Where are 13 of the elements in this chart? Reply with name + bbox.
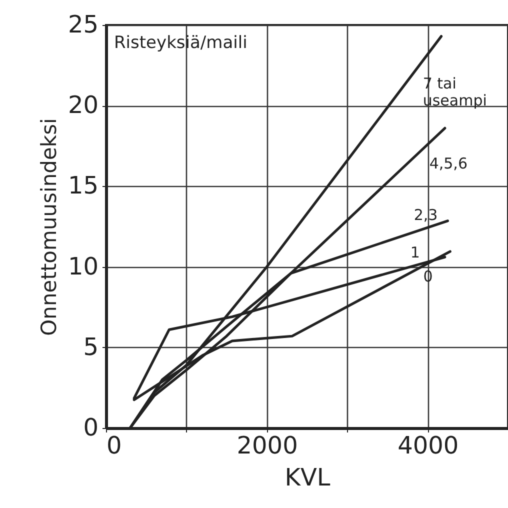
series-label: 1 (410, 243, 420, 262)
y-tick-label: 0 (83, 414, 98, 442)
x-axis-title: KVL (284, 464, 331, 492)
x-tick-label: 0 (106, 432, 122, 460)
y-tick-label: 15 (68, 172, 98, 200)
y-tick-label: 5 (83, 332, 98, 361)
x-tick-label: 2000 (236, 432, 298, 460)
y-tick-label: 20 (68, 91, 98, 120)
y-tick-label: 10 (68, 252, 98, 280)
x-tick-label: 4000 (398, 432, 459, 460)
y-tick-label: 25 (68, 10, 98, 38)
series-label: 4,5,6 (429, 154, 468, 172)
y-axis-title: Onnettomuusindeksi (36, 118, 61, 336)
